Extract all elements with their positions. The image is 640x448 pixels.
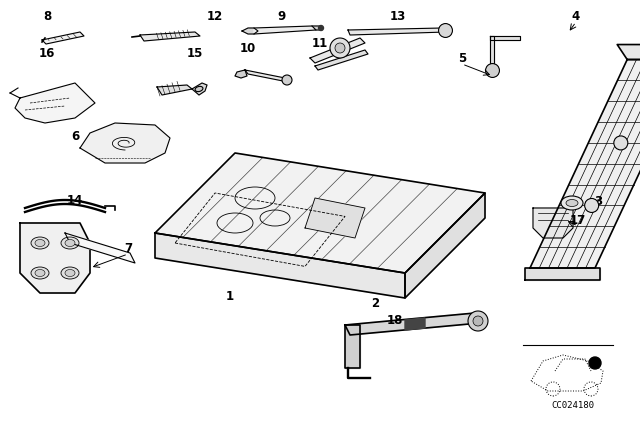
Polygon shape bbox=[345, 313, 480, 335]
Text: 3: 3 bbox=[594, 194, 602, 207]
Ellipse shape bbox=[35, 240, 45, 246]
Ellipse shape bbox=[31, 237, 49, 249]
Polygon shape bbox=[348, 28, 446, 35]
Polygon shape bbox=[155, 153, 485, 273]
Text: 11: 11 bbox=[312, 36, 328, 49]
Polygon shape bbox=[617, 44, 640, 60]
Ellipse shape bbox=[31, 267, 49, 279]
Circle shape bbox=[319, 26, 323, 30]
Polygon shape bbox=[157, 85, 192, 95]
Text: 1: 1 bbox=[226, 289, 234, 302]
Polygon shape bbox=[315, 50, 368, 70]
Ellipse shape bbox=[195, 86, 203, 92]
Text: 10: 10 bbox=[240, 42, 256, 55]
Ellipse shape bbox=[65, 270, 75, 276]
Polygon shape bbox=[20, 223, 90, 293]
Text: 8: 8 bbox=[43, 9, 51, 22]
Text: 12: 12 bbox=[207, 9, 223, 22]
Text: CC024180: CC024180 bbox=[552, 401, 595, 409]
Polygon shape bbox=[490, 36, 520, 40]
Polygon shape bbox=[15, 83, 95, 123]
Polygon shape bbox=[312, 26, 322, 30]
Polygon shape bbox=[80, 123, 170, 163]
Ellipse shape bbox=[561, 196, 583, 210]
Text: 15: 15 bbox=[187, 47, 203, 60]
Ellipse shape bbox=[65, 240, 75, 246]
Polygon shape bbox=[405, 193, 485, 298]
Text: 17: 17 bbox=[570, 214, 586, 227]
Polygon shape bbox=[530, 60, 640, 268]
Text: 16: 16 bbox=[39, 47, 55, 60]
Text: 5: 5 bbox=[458, 52, 466, 65]
Polygon shape bbox=[405, 318, 425, 330]
Text: 4: 4 bbox=[572, 9, 580, 22]
Polygon shape bbox=[140, 32, 200, 41]
Circle shape bbox=[330, 38, 350, 58]
Ellipse shape bbox=[61, 237, 79, 249]
Polygon shape bbox=[525, 268, 600, 280]
Polygon shape bbox=[490, 36, 494, 70]
Circle shape bbox=[440, 25, 450, 35]
Text: 13: 13 bbox=[390, 9, 406, 22]
Circle shape bbox=[335, 43, 345, 53]
Polygon shape bbox=[155, 233, 405, 298]
Polygon shape bbox=[345, 325, 360, 368]
Polygon shape bbox=[254, 26, 316, 34]
Circle shape bbox=[589, 357, 601, 369]
Text: 6: 6 bbox=[71, 129, 79, 142]
Polygon shape bbox=[310, 38, 365, 63]
Text: 18: 18 bbox=[387, 314, 403, 327]
Text: 9: 9 bbox=[278, 9, 286, 22]
Circle shape bbox=[473, 316, 483, 326]
Text: 7: 7 bbox=[124, 241, 132, 254]
Polygon shape bbox=[42, 32, 84, 44]
Ellipse shape bbox=[566, 199, 578, 207]
Polygon shape bbox=[533, 208, 573, 238]
Polygon shape bbox=[242, 28, 258, 34]
Polygon shape bbox=[192, 83, 207, 95]
Circle shape bbox=[487, 65, 497, 75]
Polygon shape bbox=[245, 70, 288, 82]
Polygon shape bbox=[235, 70, 247, 78]
Circle shape bbox=[614, 136, 628, 150]
Polygon shape bbox=[65, 233, 135, 263]
Text: 14: 14 bbox=[67, 194, 83, 207]
Circle shape bbox=[468, 311, 488, 331]
Ellipse shape bbox=[35, 270, 45, 276]
Polygon shape bbox=[305, 198, 365, 238]
Circle shape bbox=[282, 75, 292, 85]
Text: 2: 2 bbox=[371, 297, 379, 310]
Circle shape bbox=[585, 198, 598, 212]
Ellipse shape bbox=[61, 267, 79, 279]
